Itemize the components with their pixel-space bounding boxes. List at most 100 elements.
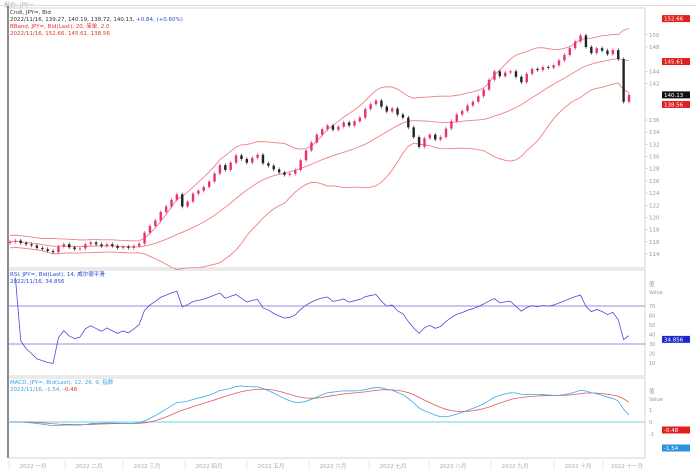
candle xyxy=(105,244,109,247)
macd-tick-label: 0 xyxy=(649,420,652,426)
candle xyxy=(509,71,512,73)
candle xyxy=(622,59,625,102)
candle xyxy=(245,159,249,163)
price-badge-label: 145.61 xyxy=(664,60,683,66)
candle xyxy=(288,173,292,175)
candle xyxy=(283,172,286,175)
candle xyxy=(62,244,66,247)
candle xyxy=(315,134,319,143)
candle xyxy=(272,165,275,170)
price-badge-label: 140.13 xyxy=(664,93,684,99)
bband-upper xyxy=(9,28,630,242)
candle xyxy=(84,244,87,249)
candle xyxy=(611,50,615,55)
candle xyxy=(600,48,604,51)
candle xyxy=(358,117,362,122)
candle xyxy=(326,125,329,130)
candle xyxy=(154,220,157,226)
candle xyxy=(148,225,152,233)
y-tick-label: 122 xyxy=(649,203,660,209)
macd-tick-label: 1 xyxy=(649,408,652,414)
candle xyxy=(563,54,566,61)
rsi-legend-name: RSI, JPY=, Bid(Last), 14, 威尔德平滑 xyxy=(10,272,105,278)
month-label: 2022 五月 xyxy=(258,463,285,470)
month-label: 2022 一月 xyxy=(20,463,47,470)
y-tick-label: 130 xyxy=(649,155,660,161)
candle xyxy=(439,137,442,140)
candle xyxy=(434,134,437,140)
candle xyxy=(261,154,265,164)
y-tick-label: 134 xyxy=(649,130,660,136)
rsi-axis-label: 值 xyxy=(649,280,655,288)
candle xyxy=(466,105,469,111)
candle xyxy=(191,193,195,202)
candle xyxy=(164,206,168,212)
candle xyxy=(487,79,491,90)
rsi-badge-label: 34.856 xyxy=(664,337,684,343)
month-label: 2022 三月 xyxy=(134,463,161,470)
month-label: 2022 七月 xyxy=(380,462,407,470)
candle xyxy=(100,244,103,247)
candle-legend-name: Cndl, JPY=, Bid xyxy=(10,10,51,16)
y-tick-label: 144 xyxy=(649,69,660,75)
candle xyxy=(207,181,211,188)
candle xyxy=(557,60,561,66)
candle xyxy=(111,244,114,247)
candle xyxy=(143,232,146,244)
candle xyxy=(584,35,588,47)
rsi-tick-label: 50 xyxy=(649,323,655,329)
candle xyxy=(8,241,12,244)
candle xyxy=(51,250,55,253)
rsi-tick-label: 60 xyxy=(649,314,655,320)
price-badge-label: 138.56 xyxy=(664,102,684,108)
rsi-tick-label: 70 xyxy=(649,304,655,310)
candle xyxy=(369,104,372,110)
candle xyxy=(450,121,453,129)
candle xyxy=(229,162,232,170)
rsi-axis-unit: Value xyxy=(649,290,663,296)
macd-axis-label: 值 xyxy=(649,387,655,395)
y-tick-label: 148 xyxy=(649,45,660,51)
candle xyxy=(407,117,410,128)
candle xyxy=(342,122,345,127)
candle xyxy=(606,50,609,55)
candle xyxy=(137,243,141,247)
candle xyxy=(175,194,179,200)
candle xyxy=(294,169,297,174)
month-label: 2022 十月 xyxy=(565,462,592,470)
candle xyxy=(197,190,200,194)
candle xyxy=(57,246,60,253)
candle xyxy=(353,121,356,126)
candle xyxy=(417,137,421,147)
candle xyxy=(331,125,335,130)
top-border xyxy=(0,5,696,6)
candle xyxy=(374,100,378,105)
macd-badge-label: -0.48 xyxy=(664,428,679,434)
y-tick-label: 120 xyxy=(649,215,660,221)
candle xyxy=(213,173,216,182)
rsi-badge xyxy=(662,335,690,343)
candle xyxy=(14,240,17,242)
candle xyxy=(380,100,383,107)
price-badge xyxy=(662,91,690,99)
y-tick-label: 116 xyxy=(649,240,660,246)
candle xyxy=(471,101,475,106)
macd-badge-label: -1.54 xyxy=(664,446,679,452)
candle xyxy=(579,35,582,42)
candle xyxy=(19,240,22,244)
candle xyxy=(127,246,130,248)
candle xyxy=(170,199,173,207)
candle xyxy=(299,160,302,170)
candle xyxy=(24,243,28,245)
month-label: 2022 九月 xyxy=(502,462,529,470)
candle xyxy=(568,48,571,55)
candle xyxy=(304,150,308,161)
bband-middle xyxy=(9,58,630,248)
month-label: 2022 八月 xyxy=(440,463,467,470)
candle xyxy=(46,249,49,251)
candle xyxy=(385,106,388,112)
price-badge xyxy=(662,100,690,108)
candle xyxy=(320,129,324,135)
candle xyxy=(525,73,528,83)
